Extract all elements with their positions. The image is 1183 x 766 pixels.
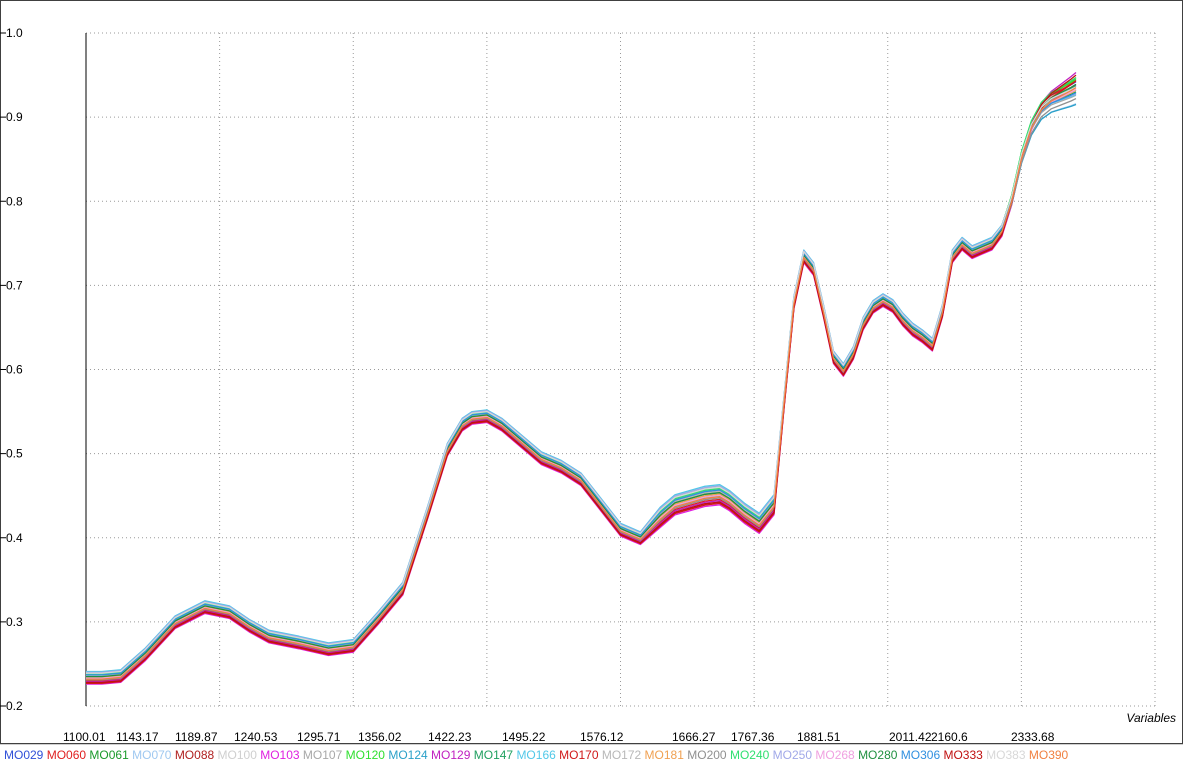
y-tick-label: 0.5 xyxy=(6,447,23,461)
y-tick-label: 0.7 xyxy=(6,278,23,292)
x-tick-label: 2333.68 xyxy=(1011,730,1055,744)
legend-item-mo061: MO061 xyxy=(89,748,129,762)
y-tick-label: 0.6 xyxy=(6,363,23,377)
legend-item-mo268: MO268 xyxy=(815,748,855,762)
legend-item-mo181: MO181 xyxy=(644,748,684,762)
y-axis: 0.2 0.3 0.4 0.5 0.6 0.7 0.8 0.9 1.0 xyxy=(0,26,87,713)
chart-area: 0.2 0.3 0.4 0.5 0.6 0.7 0.8 0.9 1.0 1100.01 1143.… xyxy=(0,0,1183,744)
legend-item-mo306: MO306 xyxy=(900,748,941,762)
legend-item-mo088: MO088 xyxy=(174,748,215,762)
grid-lines xyxy=(85,32,1156,707)
legend-item-mo170: MO170 xyxy=(559,748,599,762)
legend-item-mo070: MO070 xyxy=(132,748,172,762)
x-tick-label: 1100.01 xyxy=(63,730,106,744)
legend-item-mo100: MO100 xyxy=(217,748,257,762)
y-tick-label: 0.8 xyxy=(6,194,23,208)
x-axis-label: Variables xyxy=(1126,711,1176,725)
plot-background xyxy=(0,0,1183,744)
x-axis: 1100.01 1143.17 1189.87 1240.53 1295.71 1356.… xyxy=(63,730,1055,744)
series-line-mo390 xyxy=(86,87,1077,680)
legend-item-mo172: MO172 xyxy=(601,748,642,762)
legend-item-mo060: MO060 xyxy=(46,748,87,762)
y-tick-label: 0.9 xyxy=(6,110,23,124)
legend-item-mo390: MO390 xyxy=(1028,748,1069,762)
legend-item-mo029: MO029 xyxy=(4,748,44,762)
legend-item-mo200: MO200 xyxy=(687,748,727,762)
legend-item-mo383: MO383 xyxy=(986,748,1026,762)
x-tick-label: 1143.17 xyxy=(116,730,159,744)
x-tick-label: 1495.22 xyxy=(502,730,546,744)
legend-item-mo107: MO107 xyxy=(302,748,343,762)
legend-item-mo129: MO129 xyxy=(431,748,471,762)
x-tick-label: 1576.12 xyxy=(580,730,624,744)
x-tick-label: 1189.87 xyxy=(175,730,218,744)
x-tick-label: 1881.51 xyxy=(797,730,841,744)
x-tick-label: 1240.53 xyxy=(234,730,278,744)
legend-item-mo147: MO147 xyxy=(473,748,514,762)
series-line-mo306 xyxy=(86,92,1077,676)
legend-item-mo120: MO120 xyxy=(345,748,385,762)
x-tick-label: 1666.27 xyxy=(672,730,716,744)
legend-item-mo333: MO333 xyxy=(943,748,983,762)
legend-item-mo166: MO166 xyxy=(516,748,556,762)
series-line-mo333 xyxy=(86,74,1077,684)
series-lines xyxy=(86,71,1077,685)
series-line-mo383 xyxy=(86,86,1077,674)
x-tick-label: 1767.36 xyxy=(731,730,775,744)
legend-item-mo280: MO280 xyxy=(858,748,898,762)
y-tick-label: 0.4 xyxy=(6,531,23,545)
x-tick-label: 2160.6 xyxy=(931,730,968,744)
legend: MO029 MO060 MO061 MO070 MO088 MO100 MO10… xyxy=(0,744,1183,766)
series-line-mo103 xyxy=(86,84,1077,685)
chart-svg: 0.2 0.3 0.4 0.5 0.6 0.7 0.8 0.9 1.0 1100.01 1143.… xyxy=(0,0,1183,744)
legend-item-mo250: MO250 xyxy=(772,748,813,762)
series-line-mo170 xyxy=(86,80,1077,684)
y-tick-label: 1.0 xyxy=(6,26,23,40)
x-tick-label: 1356.02 xyxy=(358,730,402,744)
x-tick-label: 2011.42 xyxy=(889,730,932,744)
series-line-mo200 xyxy=(86,98,1077,681)
series-line-mo280 xyxy=(86,83,1077,678)
y-tick-label: 0.3 xyxy=(6,615,23,629)
legend-item-mo103: MO103 xyxy=(260,748,300,762)
x-tick-label: 1295.71 xyxy=(297,730,341,744)
x-tick-label: 1422.23 xyxy=(428,730,472,744)
legend-item-mo124: MO124 xyxy=(388,748,428,762)
y-tick-label: 0.2 xyxy=(6,699,23,713)
legend-item-mo240: MO240 xyxy=(729,748,770,762)
